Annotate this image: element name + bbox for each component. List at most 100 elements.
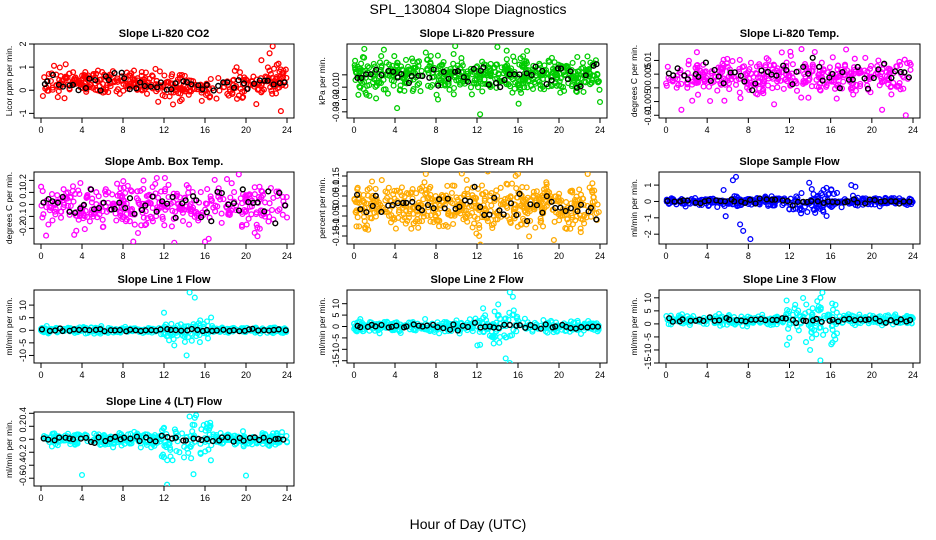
- panel-title: Slope Line 2 Flow: [431, 274, 524, 286]
- point: [783, 59, 790, 66]
- point-black: [235, 77, 242, 84]
- y-tick-label: 10: [18, 300, 28, 310]
- point: [458, 172, 465, 177]
- point: [52, 205, 59, 212]
- point: [466, 203, 473, 210]
- y-tick-label: 0.2: [18, 174, 28, 187]
- point-black: [440, 68, 447, 75]
- point-black: [870, 74, 877, 82]
- point-black: [441, 205, 448, 212]
- data-points: [38, 172, 291, 244]
- point: [833, 309, 840, 316]
- point: [410, 86, 417, 93]
- point-black: [464, 323, 472, 331]
- point: [693, 79, 700, 87]
- data-points: [351, 172, 602, 244]
- point-black: [470, 65, 477, 73]
- y-tick-label: -10: [18, 349, 28, 362]
- point: [415, 58, 423, 65]
- point: [699, 69, 706, 76]
- point: [816, 71, 823, 78]
- point-black: [721, 198, 729, 205]
- point-black: [844, 198, 851, 205]
- point: [587, 59, 594, 66]
- point: [119, 200, 126, 207]
- point: [838, 204, 845, 211]
- point: [361, 54, 368, 61]
- point-outlier: [550, 236, 557, 244]
- x-tick-label: 4: [392, 125, 397, 135]
- point-black: [86, 75, 93, 82]
- point-black: [152, 438, 159, 445]
- point-black: [230, 438, 237, 445]
- point: [532, 72, 539, 79]
- point-black: [230, 327, 237, 334]
- point-black: [419, 72, 426, 80]
- point-black: [430, 66, 437, 73]
- point: [191, 421, 198, 429]
- point: [592, 57, 599, 64]
- point: [714, 87, 721, 94]
- point: [508, 332, 516, 339]
- point-black: [779, 315, 786, 322]
- point: [165, 193, 172, 201]
- x-tick-label: 16: [200, 493, 210, 503]
- point-black: [153, 208, 160, 215]
- point: [259, 191, 267, 199]
- y-tick-label: 5: [643, 308, 653, 313]
- point: [76, 190, 83, 198]
- point-black: [179, 200, 186, 207]
- point: [736, 65, 743, 72]
- point-outlier: [153, 174, 160, 182]
- point: [674, 72, 681, 79]
- point-black: [881, 198, 889, 205]
- point: [171, 426, 178, 433]
- point: [196, 339, 203, 346]
- point: [705, 83, 713, 90]
- point-black: [582, 72, 589, 79]
- point-black: [684, 76, 692, 83]
- point: [428, 195, 436, 202]
- point: [178, 96, 185, 103]
- point: [673, 84, 680, 91]
- point: [247, 81, 254, 88]
- point: [461, 190, 468, 197]
- y-tick-label: -0.4: [18, 457, 28, 473]
- point: [39, 92, 46, 100]
- point-black: [172, 327, 179, 334]
- point-black: [92, 77, 99, 84]
- point-black: [780, 62, 787, 69]
- point: [519, 77, 526, 84]
- point: [567, 71, 574, 78]
- point: [248, 211, 255, 218]
- x-tick-label: 4: [79, 493, 84, 503]
- point: [793, 310, 800, 317]
- point: [876, 82, 883, 89]
- point-black: [706, 314, 713, 321]
- point: [270, 65, 278, 72]
- x-tick-label: 16: [200, 125, 210, 135]
- point-black: [45, 436, 52, 443]
- point: [493, 187, 500, 194]
- point: [467, 84, 475, 91]
- point-black: [75, 326, 83, 334]
- point: [890, 79, 897, 86]
- y-tick-label: -0.1: [331, 218, 341, 234]
- point: [81, 226, 88, 233]
- point: [202, 448, 209, 455]
- y-tick-label: -5: [643, 333, 653, 341]
- point: [398, 192, 405, 199]
- point-black: [893, 319, 900, 326]
- point: [783, 297, 790, 304]
- point-black: [182, 197, 189, 204]
- point-black: [133, 433, 141, 440]
- x-tick-label: 0: [663, 125, 668, 135]
- point: [577, 225, 584, 232]
- point: [569, 221, 576, 228]
- point: [836, 73, 844, 80]
- point: [894, 82, 901, 89]
- point: [517, 77, 524, 84]
- point-black: [670, 72, 677, 79]
- point: [892, 200, 899, 207]
- point-black: [471, 319, 479, 326]
